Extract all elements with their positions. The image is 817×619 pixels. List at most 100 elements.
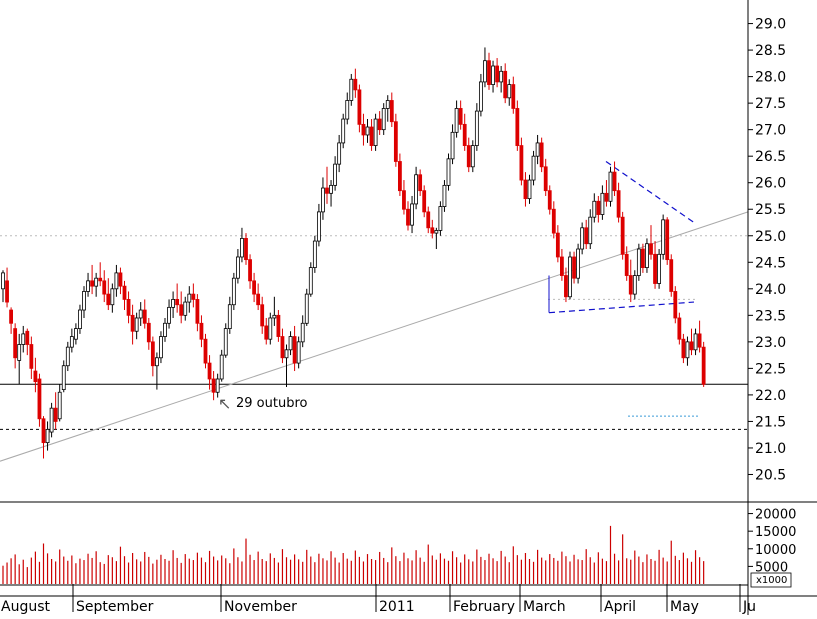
- candle-body: [264, 325, 269, 340]
- volume-tick-label: 20000: [755, 508, 796, 523]
- candle-body: [57, 391, 62, 420]
- candle-body: [292, 336, 297, 364]
- date-label: September: [76, 599, 154, 615]
- candle-body: [616, 190, 621, 218]
- candle-body: [231, 277, 236, 306]
- candle-body: [422, 190, 427, 213]
- candle-body: [199, 322, 204, 340]
- candle-body: [511, 84, 516, 109]
- volume-tick-label: 10000: [755, 543, 796, 558]
- candle-body: [130, 314, 135, 332]
- candle-body: [114, 272, 119, 290]
- candle-body: [462, 123, 467, 146]
- candle-body: [21, 333, 26, 345]
- candle-body: [588, 216, 593, 245]
- candle-body: [543, 166, 548, 192]
- candle-body: [685, 341, 690, 359]
- annotation-arrow-icon: ↖: [218, 394, 231, 413]
- candle-body: [94, 277, 99, 287]
- date-label: August: [1, 599, 51, 615]
- candle-body: [65, 346, 70, 367]
- candle-body: [381, 108, 386, 131]
- candle-body: [385, 100, 390, 109]
- candle-body: [539, 142, 544, 168]
- candle-body: [272, 314, 277, 319]
- date-label: November: [224, 599, 297, 615]
- price-tick-label: 25.5: [755, 202, 786, 218]
- candle-body: [74, 328, 78, 340]
- candle-body: [689, 341, 694, 351]
- candle-body: [90, 280, 94, 287]
- price-tick-label: 26.5: [755, 149, 786, 165]
- price-tick-label: 22.0: [755, 388, 786, 404]
- candle-body: [163, 322, 167, 337]
- candle-body: [620, 216, 625, 255]
- date-label: February: [453, 599, 515, 615]
- candle-body: [223, 328, 228, 356]
- price-tick-label: 28.5: [755, 43, 786, 59]
- candle-body: [600, 192, 605, 215]
- candle-body: [240, 238, 244, 258]
- candle-body: [321, 187, 325, 213]
- candle-body: [438, 206, 443, 231]
- candle-body: [653, 253, 657, 284]
- candle-body: [187, 293, 192, 303]
- candle-body: [560, 256, 564, 276]
- candle-body: [568, 256, 572, 298]
- candle-body: [369, 126, 374, 146]
- candle-body: [636, 248, 641, 276]
- candle-body: [418, 174, 423, 192]
- candle-body: [478, 81, 483, 112]
- candle-body: [142, 309, 147, 324]
- candle-body: [268, 317, 273, 340]
- candle-body: [9, 309, 14, 324]
- candle-body: [159, 336, 163, 359]
- price-tick-label: 27.5: [755, 96, 786, 112]
- candle-body: [612, 171, 617, 192]
- price-tick-label: 24.0: [755, 282, 786, 298]
- candle-body: [608, 171, 613, 202]
- volume-unit-box: [750, 572, 792, 588]
- candle-body: [235, 256, 240, 279]
- candle-body: [487, 60, 491, 85]
- price-tick-label: 23.0: [755, 335, 786, 351]
- candle-body: [333, 163, 338, 186]
- candle-body: [69, 336, 74, 348]
- candle-body: [252, 280, 257, 295]
- candle-body: [345, 100, 350, 120]
- candle-body: [329, 184, 333, 194]
- candle-body: [507, 84, 512, 99]
- candle-body: [341, 118, 346, 144]
- candle-body: [402, 190, 406, 210]
- candle-body: [175, 299, 180, 306]
- candle-body: [657, 253, 661, 284]
- candle-body: [470, 145, 475, 168]
- candle-body: [584, 227, 589, 245]
- candle-body: [5, 280, 9, 303]
- candle-body: [49, 407, 54, 433]
- candle-body: [499, 70, 504, 83]
- date-label: March: [523, 599, 566, 615]
- candle-body: [519, 145, 524, 181]
- candle-body: [260, 304, 265, 327]
- candle-body: [361, 123, 366, 136]
- candle-body: [527, 179, 532, 200]
- candle-body: [426, 211, 431, 229]
- volume-tick-label: 5000: [755, 560, 788, 575]
- candle-body: [665, 219, 670, 261]
- candle-body: [430, 227, 435, 234]
- date-label: Ju: [742, 599, 756, 615]
- candle-body: [483, 60, 487, 83]
- candle-body: [592, 200, 597, 218]
- candle-body: [82, 291, 86, 311]
- date-label: 2011: [379, 599, 415, 615]
- candle-body: [195, 299, 200, 324]
- candle-body: [102, 280, 107, 295]
- candle-body: [531, 155, 536, 181]
- candle-body: [296, 341, 301, 364]
- candle-body: [167, 306, 171, 324]
- candle-body: [661, 219, 666, 255]
- candle-body: [325, 187, 329, 194]
- candle-body: [86, 280, 90, 292]
